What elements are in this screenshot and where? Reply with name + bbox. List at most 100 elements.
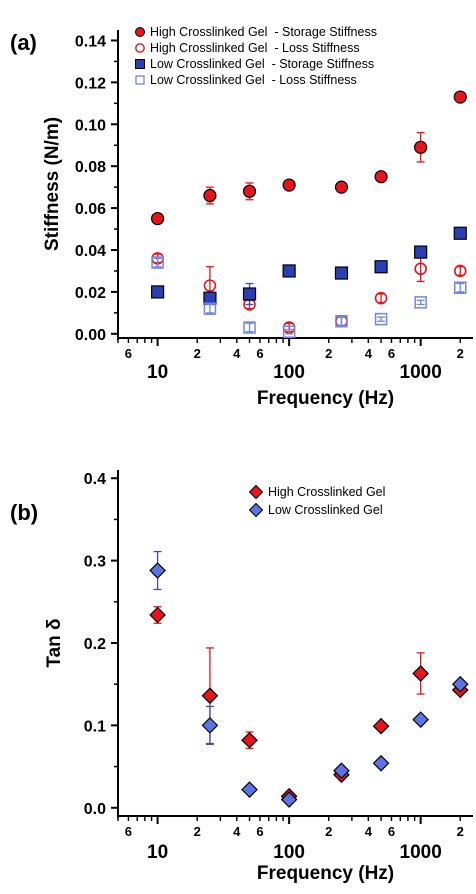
legend-marker [135, 59, 145, 69]
x-tick-label: 10 [147, 842, 168, 863]
x-tick-label: 1000 [400, 362, 442, 383]
data-point [451, 675, 469, 693]
x-minor-tick-label: 2 [325, 824, 332, 839]
data-point [372, 754, 390, 772]
legend-label: High Crosslinked Gel [268, 485, 385, 499]
series-3 [150, 226, 467, 306]
y-axis-title: Tan δ [44, 618, 65, 667]
y-tick-label: 0.1 [84, 718, 106, 735]
y-tick-label: 0.12 [75, 75, 106, 92]
data-point [282, 178, 296, 192]
data-point [334, 266, 349, 280]
x-minor-tick-label: 4 [365, 346, 373, 361]
data-point [201, 717, 219, 734]
data-point [282, 325, 296, 338]
x-tick-label: 10 [147, 362, 168, 383]
x-minor-tick-label: 6 [388, 346, 395, 361]
data-point [335, 314, 348, 328]
data-point [334, 180, 349, 194]
series-2 [151, 252, 467, 334]
data-point [151, 256, 164, 269]
x-minor-tick-label: 2 [457, 346, 464, 361]
data-point [149, 606, 166, 624]
legend-marker [135, 27, 145, 37]
data-point [374, 170, 388, 184]
series-1 [150, 90, 467, 226]
data-point [412, 665, 430, 682]
x-minor-tick-label: 2 [194, 346, 201, 361]
y-tick-label: 0.06 [75, 201, 106, 218]
x-tick-label: 100 [273, 362, 305, 383]
data-point [243, 321, 256, 334]
legend-label: Low Crosslinked Gel [268, 503, 383, 517]
panel-label: (b) [10, 500, 38, 525]
legend-item: Low Crosslinked Gel - Loss Stiffness [135, 73, 357, 87]
x-minor-tick-label: 6 [125, 346, 132, 361]
y-tick-label: 0.08 [75, 159, 106, 176]
x-minor-tick-label: 6 [256, 346, 263, 361]
legend-marker [135, 43, 145, 53]
data-point [203, 188, 217, 203]
x-minor-tick-label: 2 [325, 346, 332, 361]
y-tick-label: 0.14 [75, 33, 106, 50]
panel-label: (a) [10, 30, 37, 55]
data-point [412, 711, 430, 728]
x-minor-tick-label: 6 [125, 824, 132, 839]
legend-label: High Crosslinked Gel - Loss Stiffness [150, 41, 360, 55]
data-point [203, 279, 217, 292]
data-point [241, 781, 258, 798]
legend-label: Low Crosslinked Gel - Storage Stiffness [150, 57, 374, 71]
data-point [242, 184, 257, 198]
data-point [453, 264, 467, 278]
x-minor-tick-label: 4 [233, 824, 241, 839]
data-point [201, 687, 219, 705]
legend-item: Low Crosslinked Gel - Storage Stiffness [135, 57, 374, 71]
data-point [374, 291, 388, 305]
y-tick-label: 0.00 [75, 327, 106, 344]
legend: High Crosslinked Gel Low Crosslinked Gel [248, 484, 385, 518]
data-point [374, 312, 388, 326]
data-point [203, 291, 217, 305]
panel-a: (a)0.000.020.040.060.080.100.120.146 2 4 6 2… [10, 25, 473, 409]
y-tick-label: 0.02 [75, 285, 106, 302]
x-axis-title: Frequency (Hz) [257, 388, 394, 409]
legend-item: Low Crosslinked Gel [248, 502, 383, 518]
data-point [414, 140, 428, 154]
y-tick-label: 0.04 [75, 243, 106, 260]
data-point [241, 731, 258, 749]
data-point [150, 285, 165, 299]
legend: High Crosslinked Gel - Storage Stiffness… [135, 25, 377, 87]
x-minor-tick-label: 4 [365, 824, 373, 839]
panel-b: (b)0.00.10.20.30.46 2 4 6 2 4 6 210 100 1000Frequ… [10, 470, 473, 884]
legend-label: High Crosslinked Gel - Storage Stiffness [150, 25, 377, 39]
data-point [453, 90, 467, 104]
x-tick-label: 100 [273, 842, 305, 863]
y-tick-label: 0.0 [84, 801, 106, 818]
legend-marker [248, 484, 264, 500]
y-tick-label: 0.3 [84, 554, 106, 571]
series-1 [149, 606, 469, 805]
x-minor-tick-label: 6 [388, 824, 395, 839]
y-tick-label: 0.10 [75, 117, 106, 134]
data-point [282, 264, 296, 278]
legend-marker [248, 502, 264, 518]
data-point [372, 717, 390, 735]
data-point [414, 296, 427, 309]
legend-item: High Crosslinked Gel - Storage Stiffness [135, 25, 377, 39]
data-point [414, 262, 427, 276]
legend-marker [135, 75, 145, 85]
data-point [454, 281, 467, 294]
data-point [280, 791, 298, 808]
data-point [150, 211, 165, 226]
data-point [333, 762, 350, 780]
legend-label: Low Crosslinked Gel - Loss Stiffness [150, 73, 357, 87]
x-tick-label: 1000 [400, 842, 442, 863]
x-axis-title: Frequency (Hz) [257, 863, 394, 884]
series-2 [149, 550, 469, 808]
legend-item: High Crosslinked Gel - Loss Stiffness [135, 41, 360, 55]
y-tick-label: 0.4 [84, 471, 106, 488]
x-minor-tick-label: 4 [233, 346, 241, 361]
y-tick-label: 0.2 [84, 636, 106, 653]
